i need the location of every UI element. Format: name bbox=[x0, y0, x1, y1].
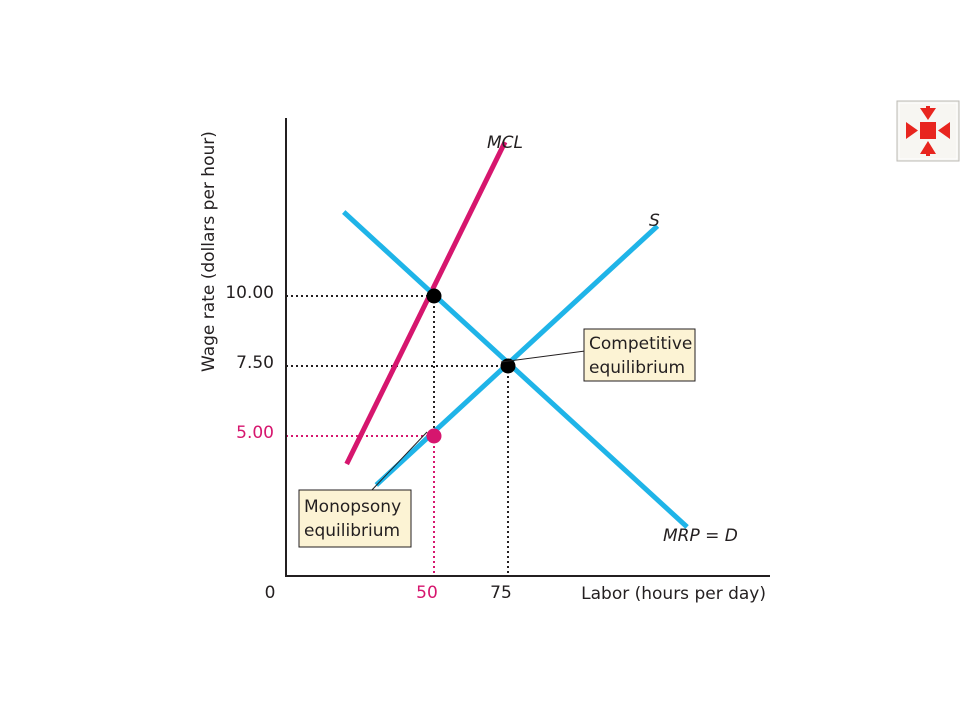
series-label-mcl: MCL bbox=[487, 133, 523, 153]
competitive-callout-box bbox=[583, 328, 696, 382]
collapse-arrows-icon bbox=[896, 100, 960, 162]
x-axis-label: Labor (hours per day) bbox=[581, 584, 766, 604]
y-axis-label: Wage rate (dollars per hour) bbox=[199, 131, 219, 372]
point-mcl-mrp-intersection bbox=[426, 288, 442, 304]
competitive-callout-line-2: equilibrium bbox=[589, 358, 685, 378]
y-tick-label-10: 10.00 bbox=[225, 283, 274, 303]
points-group bbox=[426, 288, 516, 444]
competitive-callout-line-1: Competitive bbox=[589, 334, 692, 354]
series-line-mcl bbox=[344, 140, 508, 466]
nav-collapse-button[interactable] bbox=[896, 100, 960, 162]
monopsony-callout-line-2: equilibrium bbox=[304, 521, 400, 541]
competitive-equilibrium-callout: Competitive equilibrium bbox=[500, 328, 696, 382]
point-competitive-equilibrium bbox=[500, 358, 516, 374]
y-tick-label-5: 5.00 bbox=[236, 423, 274, 443]
monopsony-callout-box bbox=[298, 489, 412, 548]
y-tick-label-7-5: 7.50 bbox=[236, 353, 274, 373]
x-tick-label-50: 50 bbox=[416, 583, 438, 603]
series-label-mrp-d: MRP = D bbox=[663, 526, 738, 546]
series-group bbox=[342, 140, 689, 529]
monopsony-equilibrium-callout: Monopsony equilibrium bbox=[298, 431, 428, 548]
x-tick-label-75: 75 bbox=[490, 583, 512, 603]
series-line-mrp-d bbox=[342, 210, 689, 529]
point-monopsony-equilibrium bbox=[426, 428, 442, 444]
monopsony-callout-line-1: Monopsony bbox=[304, 497, 401, 517]
series-line-s bbox=[374, 224, 660, 487]
series-label-s: S bbox=[649, 211, 660, 231]
origin-label: 0 bbox=[265, 583, 276, 603]
monopsony-callout-leader bbox=[369, 431, 428, 493]
competitive-callout-leader bbox=[500, 350, 586, 363]
